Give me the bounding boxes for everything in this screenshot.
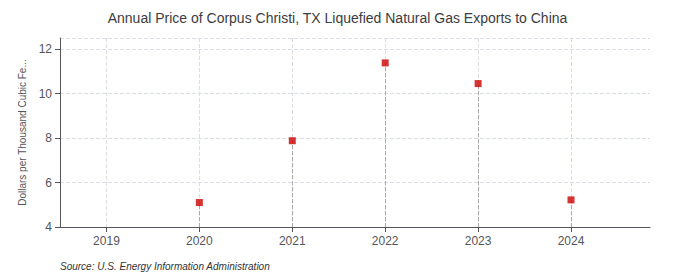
svg-text:2021: 2021 xyxy=(279,234,306,248)
svg-text:2023: 2023 xyxy=(465,234,492,248)
svg-text:2024: 2024 xyxy=(558,234,585,248)
svg-text:Source: U.S. Energy Informatio: Source: U.S. Energy Information Administ… xyxy=(60,261,270,272)
svg-text:4: 4 xyxy=(45,220,52,234)
svg-text:12: 12 xyxy=(39,42,53,56)
svg-text:10: 10 xyxy=(39,87,53,101)
svg-text:8: 8 xyxy=(45,131,52,145)
svg-text:Annual Price of Corpus Christi: Annual Price of Corpus Christi, TX Lique… xyxy=(108,10,568,26)
svg-text:2020: 2020 xyxy=(186,234,213,248)
svg-text:2019: 2019 xyxy=(93,234,120,248)
svg-text:6: 6 xyxy=(45,176,52,190)
svg-text:Dollars per Thousand Cubic Fe.: Dollars per Thousand Cubic Fe... xyxy=(17,59,28,206)
svg-text:2022: 2022 xyxy=(372,234,399,248)
